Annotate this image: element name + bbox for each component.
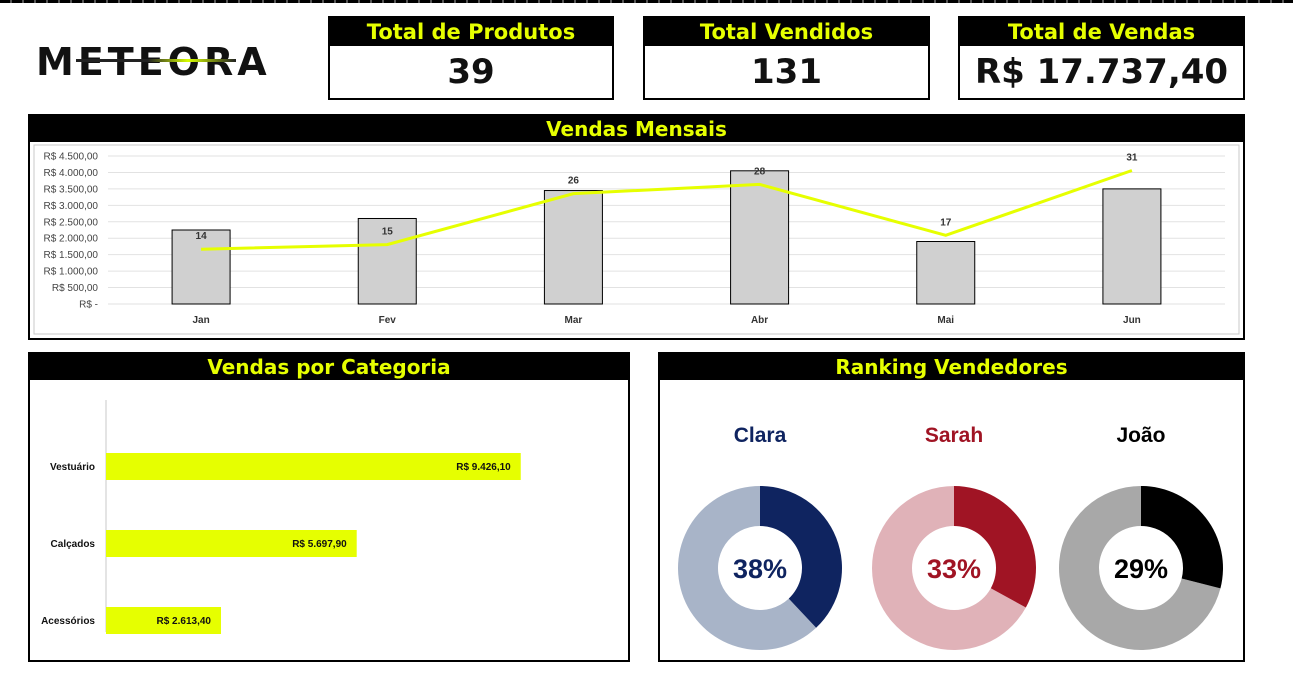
x-tick-label: Mar [565,315,583,326]
donut-remainder [872,486,1026,650]
bar-calçados [106,530,357,557]
category-label: Calçados [51,539,96,550]
y-tick-label: R$ 4.000,00 [44,168,99,179]
panel-title: Vendas Mensais [30,116,1243,142]
seller-name: João [1116,424,1165,447]
kpi-total-vendas: Total de Vendas R$ 17.737,40 [958,16,1245,100]
bar-mai [916,241,976,305]
data-label: 14 [196,231,208,242]
y-tick-label: R$ 3.500,00 [44,184,99,195]
bar-jun [1102,188,1162,305]
kpi-total-produtos: Total de Produtos 39 [328,16,614,100]
kpi-label: Total Vendidos [645,18,928,46]
y-tick-label: R$ 3.000,00 [44,201,99,212]
data-label: 31 [1126,153,1138,164]
kpi-value: 131 [751,52,822,92]
donut-share [954,486,1036,608]
data-label: 28 [754,166,766,177]
donut-percent-label: 33% [927,554,981,584]
category-sales-chart: Vestuário R$ 9.426,10 Calçados R$ 5.697,90 A… [41,400,521,634]
data-label: R$ 2.613,40 [156,616,211,627]
x-tick-label: Jun [1123,315,1141,326]
y-tick-label: R$ 2.000,00 [44,234,99,245]
data-label: R$ 5.697,90 [292,539,347,550]
kpi-label: Total de Vendas [960,18,1243,46]
data-label: 26 [568,176,580,187]
bar-vestuário [106,453,521,480]
data-label: 17 [940,217,952,228]
panel-vendas-mensais: Vendas Mensais R$ - R$ 500,00 R$ 1.000,00 R… [28,114,1245,340]
donut-remainder [1059,486,1221,650]
category-label: Vestuário [50,462,95,473]
x-tick-label: Jan [192,315,209,326]
panel-title: Ranking Vendedores [660,354,1243,380]
plot-frame [33,144,1240,335]
bar-jan [171,229,231,305]
bar-mar [543,190,603,305]
x-tick-label: Mai [937,315,954,326]
y-tick-label: R$ 4.500,00 [44,152,99,163]
bar-acessórios [106,607,221,634]
kpi-total-vendidos: Total Vendidos 131 [643,16,930,100]
donut-percent-label: 29% [1114,554,1168,584]
seller-name: Clara [734,424,787,447]
kpi-value: R$ 17.737,40 [974,52,1229,92]
donut-remainder [677,486,817,650]
kpi-label: Total de Produtos [330,18,612,46]
donut-share [760,486,842,628]
y-tick-label: R$ - [79,300,98,311]
seller-name: Sarah [925,424,983,447]
y-tick-label: R$ 2.500,00 [44,217,99,228]
x-tick-label: Fev [379,315,397,326]
data-label: 15 [382,227,394,238]
monthly-sales-chart: R$ - R$ 500,00 R$ 1.000,00 R$ 1.500,00 R$ 2.… [33,144,1240,335]
x-tick-label: Abr [751,315,768,326]
y-tick-label: R$ 1.000,00 [44,267,99,278]
panel-vendas-categoria: Vendas por Categoria Vestuário R$ 9.426,1… [28,352,630,662]
donut-share [1141,486,1223,589]
data-label: R$ 9.426,10 [456,462,511,473]
meteora-logo: METEORA [36,42,267,82]
kpi-value: 39 [447,52,495,92]
seller-ranking-chart: Clara 38% Sarah 33% João 29% [677,424,1223,650]
bar-fev [357,217,417,305]
y-tick-label: R$ 500,00 [52,283,99,294]
category-label: Acessórios [41,616,95,627]
sales-count-line [201,169,1133,251]
bar-abr [730,170,790,305]
donut-percent-label: 38% [733,554,787,584]
top-border [0,0,1293,3]
panel-title: Vendas por Categoria [30,354,628,380]
y-tick-label: R$ 1.500,00 [44,250,99,261]
panel-ranking-vendedores: Ranking Vendedores Clara 38% Sarah 33% João 2… [658,352,1245,662]
